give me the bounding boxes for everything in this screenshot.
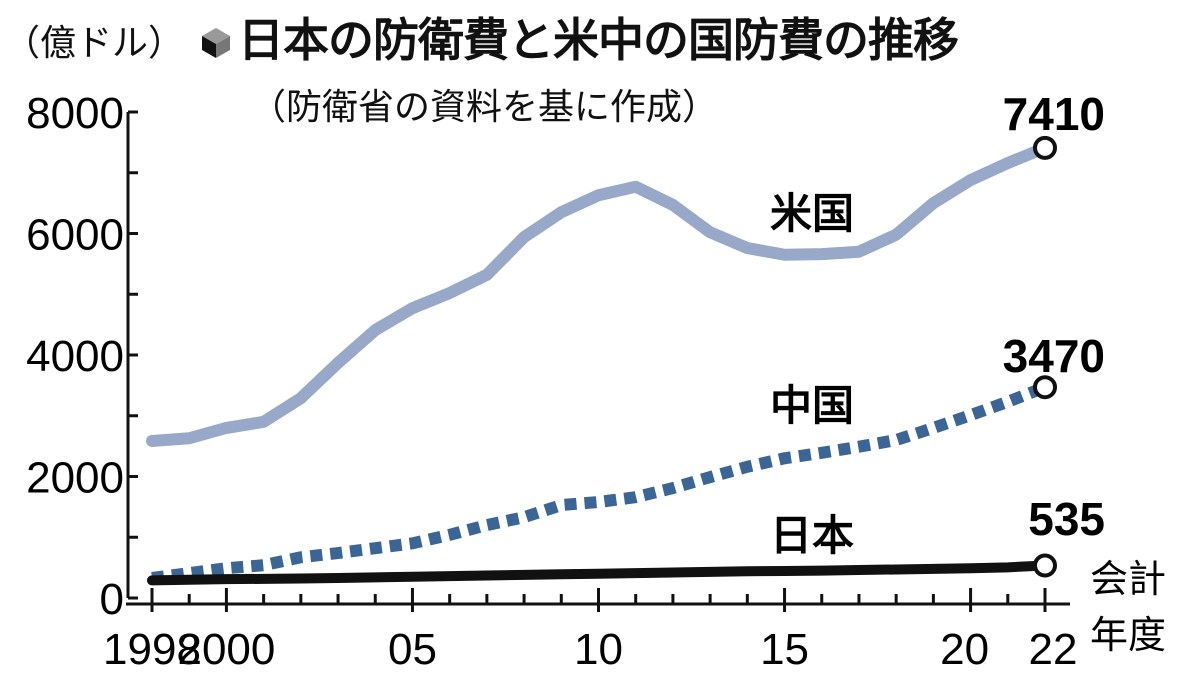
series-end-marker xyxy=(1033,135,1057,160)
series-end-marker xyxy=(1033,375,1057,400)
x-axis-label-line2: 年度 xyxy=(1090,613,1166,657)
series-end-value-label: 7410 xyxy=(1003,88,1105,140)
y-axis-unit-label: （億ドル） xyxy=(4,23,185,64)
x-tick-label: 2000 xyxy=(177,625,275,674)
x-tick-label: 10 xyxy=(574,625,623,674)
chart-subtitle: （防衛省の資料を基に作成） xyxy=(250,87,719,128)
y-tick-label: 6000 xyxy=(26,211,124,260)
series-line-1 xyxy=(151,381,1048,584)
chart-title: 日本の防衛費と米中の国防費の推移 xyxy=(200,4,959,71)
y-tick-label: 2000 xyxy=(26,454,124,503)
x-tick-label: 15 xyxy=(760,625,809,674)
y-tick-label: 4000 xyxy=(26,332,124,381)
cube-icon xyxy=(200,17,232,71)
x-tick-label: 1998 xyxy=(103,625,201,674)
series-line-2 xyxy=(147,560,1050,586)
series-end-value-label: 3470 xyxy=(1003,330,1105,382)
series-line-0 xyxy=(146,141,1051,447)
series-end-value-label: 535 xyxy=(1028,493,1105,545)
series-name-label: 米国 xyxy=(770,189,854,238)
y-tick-label: 0 xyxy=(100,575,124,624)
series-name-label: 中国 xyxy=(770,381,854,430)
series-name-label: 日本 xyxy=(770,511,854,560)
y-tick-label: 8000 xyxy=(26,89,124,138)
x-tick-label: 20 xyxy=(940,625,989,674)
x-axis-label-line1: 会計 xyxy=(1090,557,1166,601)
x-tick-label: 22 xyxy=(1029,625,1078,674)
series-end-marker xyxy=(1033,553,1057,578)
chart-title-text: 日本の防衛費と米中の国防費の推移 xyxy=(238,13,959,67)
x-tick-label: 05 xyxy=(388,625,437,674)
